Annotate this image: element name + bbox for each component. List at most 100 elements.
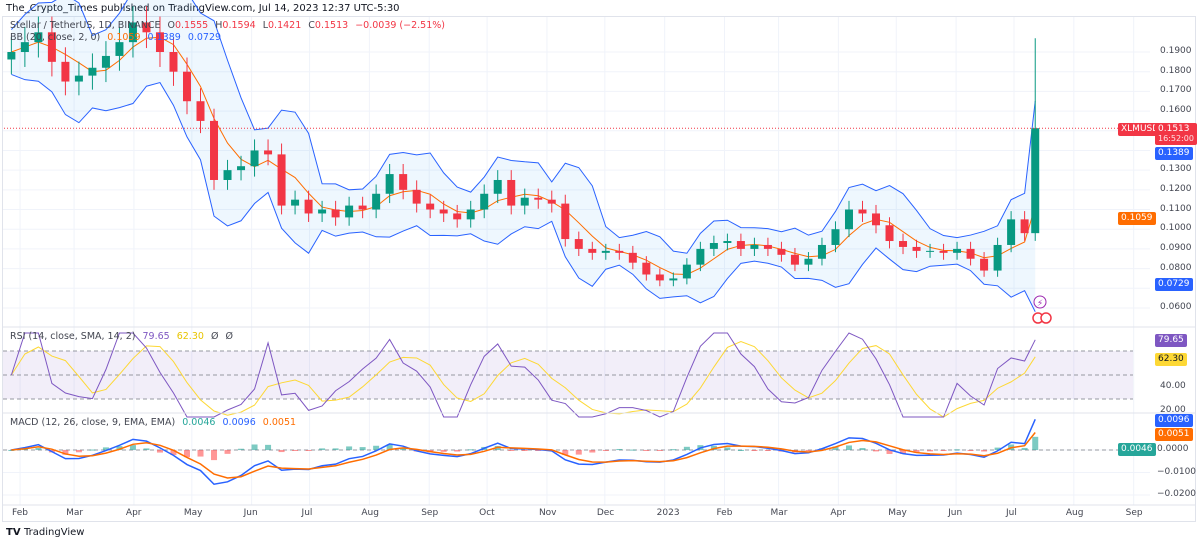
candle-body	[399, 174, 408, 190]
candle-body	[912, 246, 921, 251]
candle-body	[858, 209, 867, 214]
candle-body	[7, 52, 16, 60]
last-price-tag: 0.1513 16:52:00	[1155, 123, 1197, 145]
rsi-axis-label: 20.00	[1160, 405, 1186, 415]
macd-histogram-bar	[75, 450, 82, 453]
candle-body	[453, 213, 462, 220]
bb-basis-tag: 0.1059	[1118, 212, 1156, 225]
price-axis-label: 0.0800	[1160, 262, 1192, 273]
time-axis-label: Sep	[421, 508, 439, 518]
time-axis-label: Oct	[479, 508, 495, 518]
bb-legend[interactable]: BB (20, close, 2, 0) 0.1059 0.1389 0.072…	[10, 32, 225, 43]
price-axis-label: 0.1900	[1160, 46, 1192, 56]
candle-body	[831, 229, 840, 245]
macd-histogram-bar	[656, 450, 663, 451]
macd-line-tag: 0.0096	[1155, 414, 1193, 427]
macd-histogram-bar	[1021, 447, 1028, 450]
macd-histogram-bar	[305, 450, 312, 451]
macd-histogram-bar	[224, 450, 231, 454]
candle-body	[966, 248, 975, 259]
macd-signal-value: 0.0051	[262, 417, 297, 428]
events-icon[interactable]	[1032, 312, 1052, 324]
candle-body	[763, 244, 772, 249]
macd-histogram-bar	[981, 450, 988, 452]
candle-body	[547, 199, 556, 204]
macd-histogram-bar	[805, 450, 812, 451]
tv-logo-mark: TV	[6, 527, 21, 538]
low-label: L	[262, 20, 268, 31]
lightning-icon[interactable]: ⚡	[1033, 295, 1047, 309]
macd-histogram-bar	[967, 450, 974, 451]
candle-body	[115, 42, 124, 56]
price-axis-label: 0.1700	[1160, 85, 1192, 96]
macd-histogram-bar	[292, 450, 299, 451]
price-axis-label: 0.1100	[1160, 203, 1192, 214]
candle-body	[628, 252, 637, 263]
macd-histogram-bar	[386, 444, 393, 450]
candle-body	[1007, 219, 1016, 245]
bb-upper-value: 0.1389	[147, 32, 181, 43]
macd-hist-value: 0.0046	[182, 417, 216, 428]
bb-lower-tag: 0.0729	[1155, 278, 1193, 291]
candle-body	[182, 71, 191, 102]
rsi-legend[interactable]: RSI (14, close, SMA, 14, 2) 79.65 62.30 …	[10, 331, 237, 342]
macd-legend[interactable]: MACD (12, 26, close, 9, EMA, EMA) 0.0046…	[10, 417, 300, 428]
rsi-value: 79.65	[142, 331, 170, 342]
macd-histogram-bar	[643, 450, 650, 451]
candle-body	[844, 209, 853, 230]
candle-body	[750, 244, 759, 249]
candle-body	[155, 32, 164, 52]
tradingview-logo[interactable]: TV TradingView	[6, 527, 84, 538]
svg-text:⚡: ⚡	[1037, 299, 1043, 309]
candle-body	[426, 203, 435, 210]
macd-histogram-bar	[994, 447, 1001, 450]
macd-histogram-bar	[211, 450, 218, 461]
macd-histogram-bar	[183, 450, 190, 458]
candle-body	[790, 254, 799, 265]
macd-axis-label: −0.0200	[1157, 489, 1197, 499]
candle-body	[520, 197, 529, 206]
macd-histogram-bar	[575, 450, 582, 455]
macd-histogram-bar	[913, 450, 920, 453]
candle-body	[142, 22, 151, 33]
macd-histogram-bar	[751, 450, 758, 451]
bb-upper-tag: 0.1389	[1155, 147, 1193, 160]
candle-body	[61, 61, 70, 82]
rsi-axis-label: 40.00	[1160, 381, 1186, 391]
candle-body	[291, 199, 300, 206]
rsi-ma-value: 62.30	[176, 331, 204, 342]
change-value: −0.0039 (−2.51%)	[355, 20, 445, 31]
macd-histogram-bar	[62, 450, 69, 455]
macd-histogram-bar	[116, 446, 123, 450]
bb-basis-value: 0.1059	[107, 32, 141, 43]
candle-body	[669, 278, 678, 281]
macd-histogram-bar	[900, 450, 907, 454]
macd-histogram-bar	[873, 450, 880, 452]
candle-body	[47, 32, 56, 62]
candle-body	[318, 209, 327, 214]
symbol-legend[interactable]: Stellar / TetherUS, 1D, BINANCE O0.1555 …	[10, 20, 449, 31]
candle-body	[34, 32, 43, 43]
macd-histogram-bar	[886, 450, 893, 454]
macd-histogram-bar	[278, 450, 285, 453]
macd-histogram-bar	[521, 450, 528, 451]
time-axis-label: Feb	[12, 508, 28, 518]
candle-body	[169, 52, 178, 72]
open-value: 0.1555	[174, 20, 209, 31]
last-price: 0.1513	[1158, 124, 1190, 134]
rsi-extra: Ø	[210, 331, 219, 342]
candles	[7, 6, 1040, 287]
time-axis-label: Aug	[361, 508, 379, 518]
candle-body	[345, 205, 354, 218]
candle-body	[439, 209, 448, 214]
rsi-tag: 79.65	[1155, 334, 1187, 347]
candle-body	[210, 120, 219, 180]
candle-body	[385, 174, 394, 194]
candle-body	[777, 248, 786, 255]
time-axis-label: Apr	[830, 508, 846, 518]
macd-histogram-bar	[764, 450, 771, 451]
macd-histogram-bar	[440, 450, 447, 452]
symbol-name: Stellar / TetherUS, 1D, BINANCE	[10, 20, 161, 31]
macd-histogram-bar	[670, 449, 677, 451]
